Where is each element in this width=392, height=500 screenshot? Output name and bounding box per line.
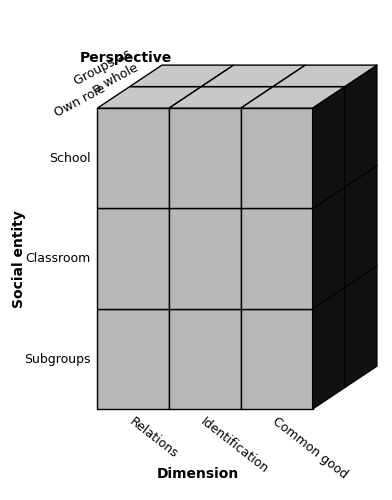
Text: Identification: Identification	[198, 415, 271, 476]
Text: Perspective: Perspective	[80, 51, 172, 65]
Text: Subgroups: Subgroups	[24, 352, 90, 366]
Text: Classroom: Classroom	[25, 252, 90, 265]
Text: Own role: Own role	[53, 82, 108, 120]
Text: Dimension: Dimension	[157, 466, 239, 480]
Text: Common good: Common good	[270, 415, 350, 482]
Text: Relations: Relations	[127, 415, 180, 461]
Text: Social entity: Social entity	[11, 210, 25, 308]
Text: Groups as
a whole: Groups as a whole	[71, 48, 140, 102]
Text: School: School	[49, 152, 90, 165]
